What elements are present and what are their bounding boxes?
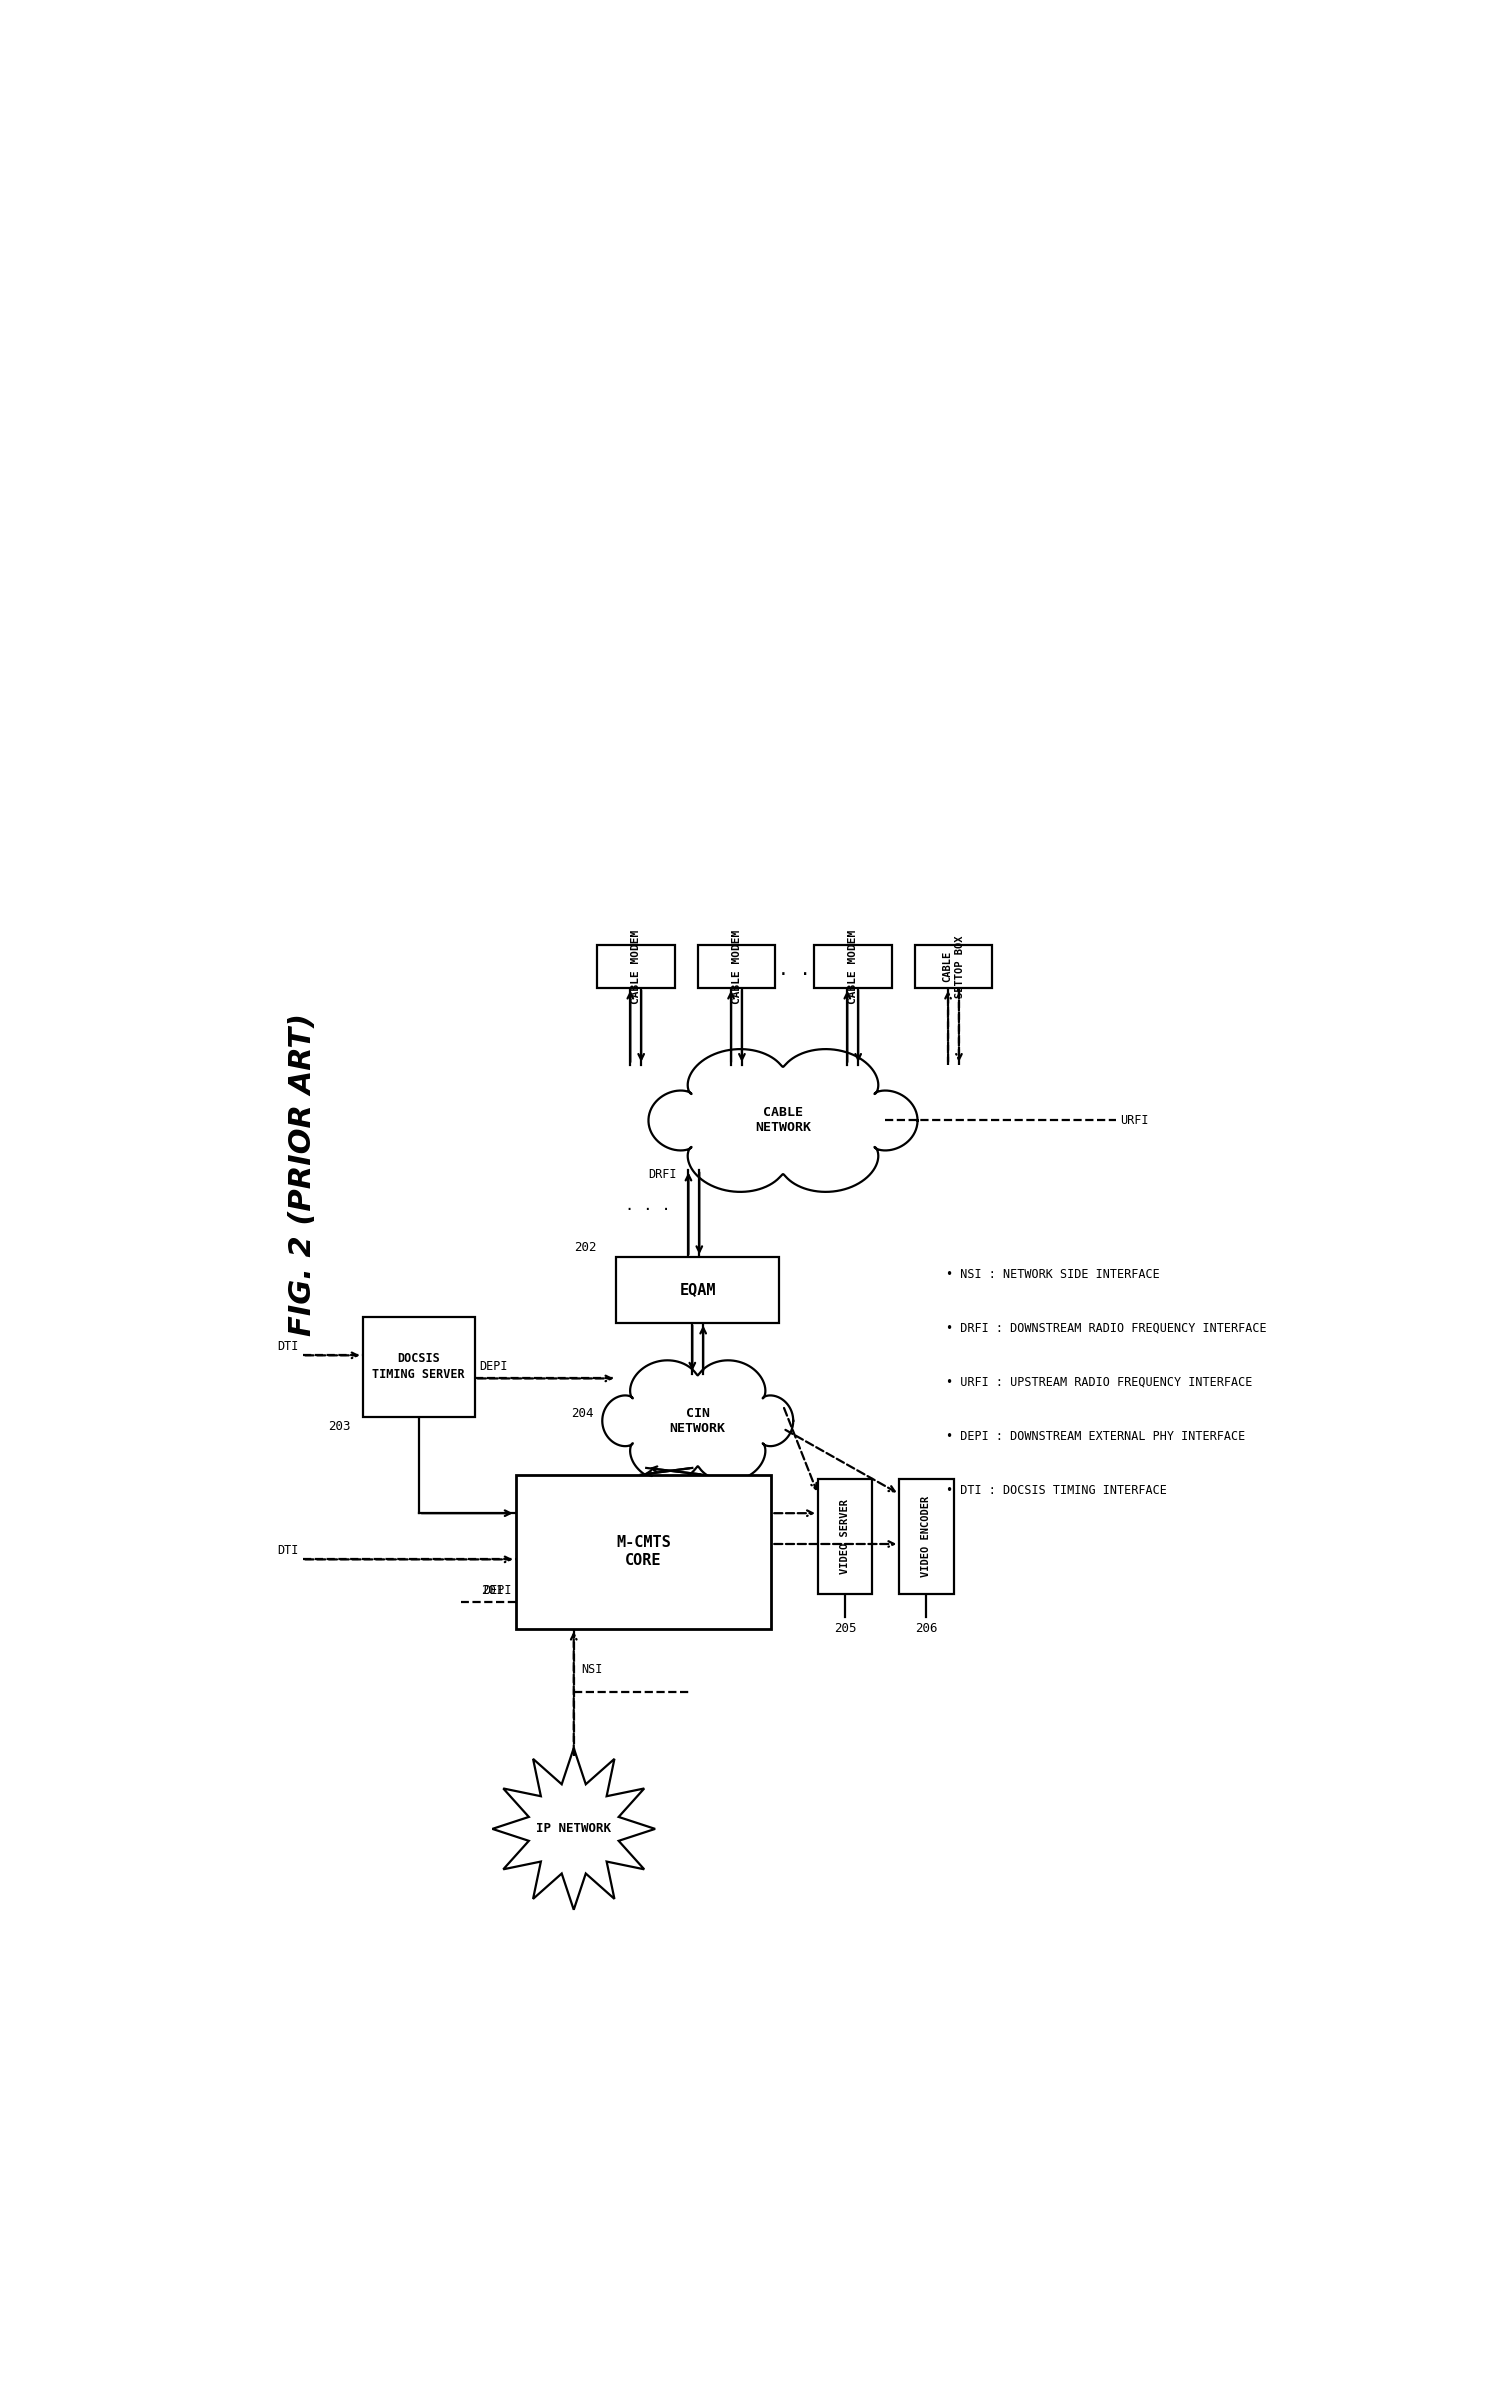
FancyBboxPatch shape bbox=[597, 946, 675, 987]
Text: CABLE
SETTOP BOX: CABLE SETTOP BOX bbox=[942, 936, 964, 999]
FancyBboxPatch shape bbox=[516, 1474, 772, 1628]
Text: • NSI : NETWORK SIDE INTERFACE: • NSI : NETWORK SIDE INTERFACE bbox=[946, 1268, 1159, 1282]
Text: • URFI : UPSTREAM RADIO FREQUENCY INTERFACE: • URFI : UPSTREAM RADIO FREQUENCY INTERF… bbox=[946, 1376, 1252, 1388]
Text: VIDEO ENCODER: VIDEO ENCODER bbox=[921, 1496, 931, 1577]
Text: 205: 205 bbox=[834, 1623, 857, 1635]
Text: 204: 204 bbox=[571, 1407, 593, 1419]
FancyBboxPatch shape bbox=[900, 1479, 954, 1594]
FancyBboxPatch shape bbox=[697, 946, 775, 987]
Text: CABLE MODEM: CABLE MODEM bbox=[630, 929, 641, 1004]
Polygon shape bbox=[602, 1361, 793, 1481]
Text: 206: 206 bbox=[915, 1623, 937, 1635]
Text: CIN
NETWORK: CIN NETWORK bbox=[669, 1407, 726, 1436]
Text: 203: 203 bbox=[328, 1419, 352, 1433]
Text: • DTI : DOCSIS TIMING INTERFACE: • DTI : DOCSIS TIMING INTERFACE bbox=[946, 1484, 1167, 1496]
Polygon shape bbox=[648, 1049, 918, 1191]
Text: URFI: URFI bbox=[1120, 1114, 1149, 1126]
Text: DEPI: DEPI bbox=[478, 1361, 507, 1373]
Text: DEPI: DEPI bbox=[483, 1585, 511, 1597]
FancyBboxPatch shape bbox=[818, 1479, 872, 1594]
Text: M-CMTS
CORE: M-CMTS CORE bbox=[617, 1534, 671, 1568]
Text: 202: 202 bbox=[575, 1241, 597, 1253]
Polygon shape bbox=[492, 1748, 656, 1909]
Text: 201: 201 bbox=[481, 1585, 504, 1597]
Text: CABLE MODEM: CABLE MODEM bbox=[732, 929, 742, 1004]
Text: CABLE MODEM: CABLE MODEM bbox=[848, 929, 858, 1004]
FancyBboxPatch shape bbox=[814, 946, 891, 987]
Text: • DEPI : DOWNSTREAM EXTERNAL PHY INTERFACE: • DEPI : DOWNSTREAM EXTERNAL PHY INTERFA… bbox=[946, 1429, 1246, 1443]
Text: EQAM: EQAM bbox=[679, 1282, 717, 1297]
Text: DTI: DTI bbox=[277, 1544, 298, 1556]
Text: IP NETWORK: IP NETWORK bbox=[536, 1822, 611, 1834]
Text: VIDEO SERVER: VIDEO SERVER bbox=[840, 1498, 849, 1573]
FancyBboxPatch shape bbox=[362, 1316, 475, 1417]
Text: DTI: DTI bbox=[277, 1340, 298, 1352]
Text: . . .: . . . bbox=[624, 1198, 670, 1213]
FancyBboxPatch shape bbox=[617, 1258, 779, 1323]
Text: NSI: NSI bbox=[581, 1664, 603, 1676]
Text: CABLE
NETWORK: CABLE NETWORK bbox=[755, 1107, 811, 1136]
Text: DOCSIS
TIMING SERVER: DOCSIS TIMING SERVER bbox=[372, 1352, 465, 1381]
Text: • DRFI : DOWNSTREAM RADIO FREQUENCY INTERFACE: • DRFI : DOWNSTREAM RADIO FREQUENCY INTE… bbox=[946, 1323, 1266, 1335]
FancyBboxPatch shape bbox=[915, 946, 992, 987]
Text: FIG. 2 (PRIOR ART): FIG. 2 (PRIOR ART) bbox=[288, 1013, 317, 1335]
Text: . .: . . bbox=[778, 960, 811, 980]
Text: DRFI: DRFI bbox=[648, 1169, 676, 1181]
